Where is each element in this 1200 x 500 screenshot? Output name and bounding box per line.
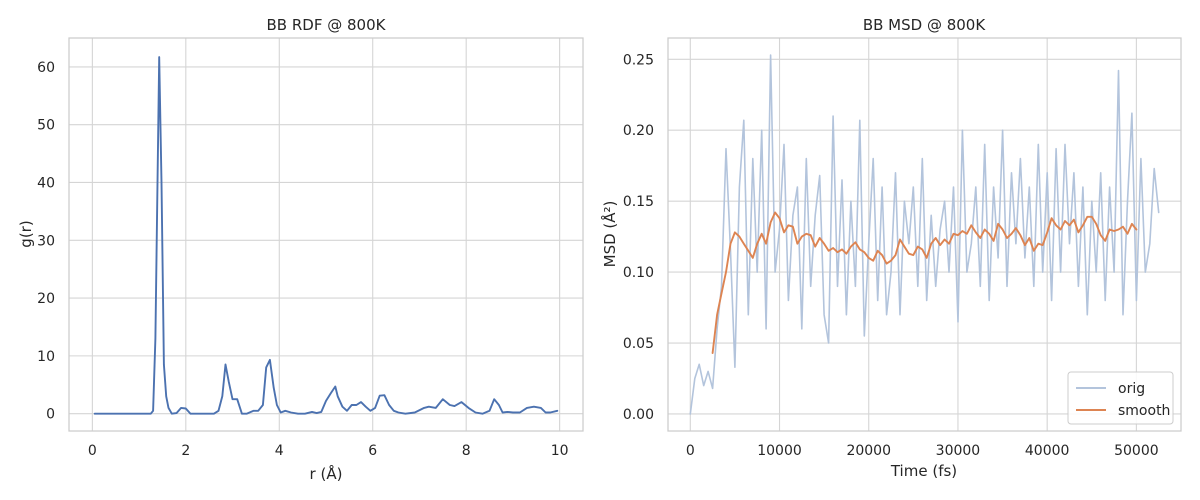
rdf-x-tick-label: 6 (368, 443, 377, 459)
rdf-x-tick-label: 2 (181, 443, 190, 459)
msd-y-tick-label: 0.25 (623, 52, 654, 68)
rdf-y-tick-label: 60 (37, 60, 55, 76)
rdf-y-tick-label: 20 (37, 291, 55, 307)
rdf-y-tick-label: 30 (37, 233, 55, 249)
msd-x-tick-label: 10000 (757, 443, 802, 459)
msd-legend: orig smooth (1067, 371, 1174, 425)
rdf-y-tick-label: 50 (37, 118, 55, 134)
rdf-x-tick-label: 10 (551, 443, 569, 459)
msd-plot-frame (667, 37, 1182, 432)
msd-y-tick-label: 0.05 (623, 336, 654, 352)
msd-chart-panel: BB MSD @ 800K 0 10000 20000 30000 40000 50000… (600, 16, 1182, 480)
msd-x-tick-label: 30000 (936, 443, 981, 459)
msd-y-tick-label: 0.15 (623, 194, 654, 210)
rdf-plot-frame (68, 37, 584, 432)
rdf-x-tick-label: 0 (88, 443, 97, 459)
rdf-y-axis-label: g(r) (17, 220, 35, 247)
rdf-chart-panel: BB RDF @ 800K 0 2 4 6 8 10 0 10 20 30 40 50 60 r (Å)… (17, 16, 584, 483)
msd-series-group (689, 54, 1160, 415)
rdf-y-tick-label: 40 (37, 175, 55, 191)
msd-x-tick-label: 0 (686, 443, 695, 459)
legend-label-orig: orig (1118, 381, 1145, 397)
rdf-y-tick-label: 0 (46, 407, 55, 423)
rdf-series-line (93, 56, 559, 415)
msd-x-tick-label: 20000 (846, 443, 891, 459)
msd-y-axis-label: MSD (Å²) (600, 201, 619, 268)
rdf-x-tick-label: 8 (462, 443, 471, 459)
rdf-y-tick-label: 10 (37, 349, 55, 365)
rdf-gridlines (69, 38, 583, 431)
msd-tick-labels: 0 10000 20000 30000 40000 50000 0.00 0.05 0.10 0.… (623, 52, 1159, 459)
rdf-chart-title: BB RDF @ 800K (267, 16, 387, 34)
msd-x-tick-label: 40000 (1025, 443, 1070, 459)
rdf-x-axis-label: r (Å) (310, 464, 343, 483)
rdf-x-tick-label: 4 (275, 443, 284, 459)
rdf-series-group (93, 56, 559, 415)
msd-y-tick-label: 0.10 (623, 265, 654, 281)
legend-label-smooth: smooth (1118, 403, 1170, 419)
msd-x-axis-label: Time (fs) (890, 462, 957, 480)
msd-y-tick-label: 0.20 (623, 123, 654, 139)
msd-series-smooth (711, 211, 1138, 354)
msd-x-tick-label: 50000 (1114, 443, 1159, 459)
msd-series-orig (689, 54, 1160, 415)
msd-chart-title: BB MSD @ 800K (863, 16, 987, 34)
msd-y-tick-label: 0.00 (623, 407, 654, 423)
rdf-tick-labels: 0 2 4 6 8 10 0 10 20 30 40 50 60 (37, 60, 568, 459)
